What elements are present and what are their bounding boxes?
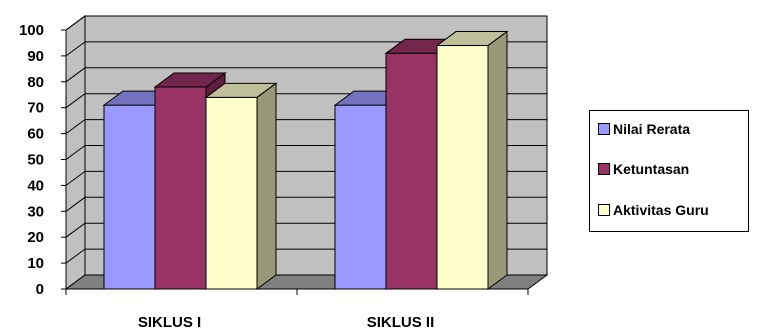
- y-tick-label: 0: [36, 281, 44, 298]
- category-label: SIKLUS II: [367, 314, 435, 331]
- y-tick-label: 20: [27, 229, 44, 246]
- bar-front: [205, 96, 258, 290]
- bar: [435, 30, 509, 290]
- legend-item: Ketuntasan: [598, 161, 689, 177]
- legend-swatch: [598, 163, 610, 175]
- gridline-diagonal: [65, 15, 86, 31]
- gridline-diagonal: [65, 93, 86, 109]
- y-tick-label: 100: [19, 22, 44, 39]
- legend-label: Aktivitas Guru: [613, 202, 709, 218]
- bar-side: [487, 30, 508, 290]
- y-tick-label: 70: [27, 100, 44, 117]
- axes: [61, 29, 529, 295]
- y-tick-label: 50: [27, 152, 44, 169]
- y-tick-label: 60: [27, 126, 44, 143]
- y-tick-label: 40: [27, 177, 44, 194]
- legend-label: Ketuntasan: [613, 161, 690, 177]
- legend: Nilai Rerata Ketuntasan Aktivitas Guru: [589, 110, 749, 232]
- bars: [102, 30, 509, 290]
- category-label: SIKLUS I: [138, 314, 201, 331]
- y-tick-labels: 0 10 20 30 40 50 60 70 80 90 100: [19, 22, 44, 298]
- gridline-diagonal: [65, 41, 86, 57]
- bar-top: [435, 31, 509, 47]
- y-tick-label: 80: [27, 74, 44, 91]
- bar-front: [154, 86, 207, 290]
- legend-swatch: [598, 123, 610, 135]
- y-tick-label: 30: [27, 203, 44, 220]
- bar-front: [385, 52, 438, 290]
- legend-item: Aktivitas Guru: [598, 202, 709, 218]
- bar-side: [256, 82, 277, 290]
- gridline-diagonal: [65, 196, 86, 212]
- gridline-diagonal: [65, 170, 86, 186]
- gridline-diagonal: [65, 248, 86, 264]
- bar-top: [204, 82, 278, 98]
- bar-front: [103, 104, 156, 290]
- gridline-diagonal: [65, 67, 86, 83]
- bar-front: [334, 104, 387, 290]
- category-labels: SIKLUS I SIKLUS II: [138, 314, 434, 331]
- gridline-diagonal: [65, 119, 86, 135]
- legend-swatch: [598, 204, 610, 216]
- legend-label: Nilai Rerata: [613, 121, 691, 137]
- gridline-diagonal: [65, 145, 86, 160]
- gridline-diagonal: [65, 222, 86, 238]
- bar: [204, 82, 278, 290]
- bar-top: [153, 72, 227, 88]
- legend-item: Nilai Rerata: [598, 121, 690, 137]
- y-tick-label: 10: [27, 255, 44, 272]
- bar-front: [436, 45, 489, 290]
- y-tick-label: 90: [27, 48, 44, 65]
